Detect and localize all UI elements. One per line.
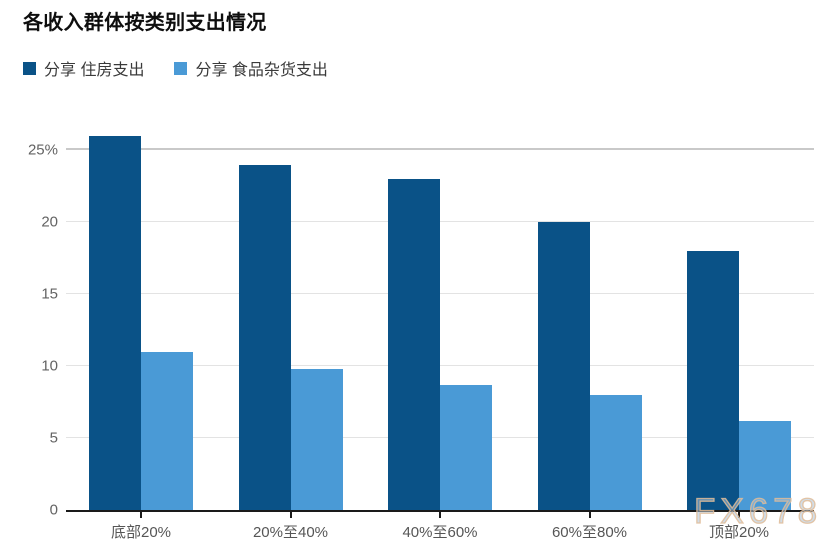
chart-title: 各收入群体按类别支出情况 — [23, 12, 267, 34]
x-axis-label: 60%至80% — [551, 524, 628, 541]
bar-s0-c1 — [238, 164, 291, 510]
y-axis-label: 20 — [41, 213, 58, 231]
x-axis-tick — [140, 512, 142, 518]
bar-s0-c0 — [89, 135, 141, 510]
gridline — [66, 221, 814, 223]
gridline — [66, 293, 814, 295]
x-axis-label: 20%至40% — [252, 524, 329, 541]
legend-label: 分享 住房支出 — [44, 62, 145, 79]
bar-s1-c1 — [290, 368, 343, 510]
x-axis-label: 底部20% — [110, 524, 172, 541]
x-axis-label: 40%至60% — [402, 524, 478, 541]
x-axis-tick — [588, 512, 591, 518]
plot-area — [66, 130, 814, 518]
legend-label: 分享 食品杂货支出 — [195, 62, 328, 79]
bar-s0-c4 — [687, 250, 739, 510]
y-axis-label: 25% — [27, 141, 58, 159]
legend-item-1: 分享 食品杂货支出 — [174, 56, 328, 80]
gridline — [66, 148, 814, 151]
bar-s0-c2 — [388, 178, 440, 510]
bar-s1-c2 — [440, 384, 492, 510]
watermark-fx678: FX678 — [693, 491, 823, 531]
bar-s1-c4 — [739, 420, 791, 510]
y-axis-label: 0 — [49, 501, 58, 519]
bar-s0-c3 — [537, 222, 590, 510]
x-axis-tick — [289, 512, 292, 518]
x-axis-tick — [738, 512, 740, 518]
legend-swatch-icon — [23, 61, 36, 75]
x-axis-label: 顶部20% — [708, 524, 770, 541]
y-axis-label: 15 — [41, 285, 58, 303]
legend-item-0: 分享 住房支出 — [23, 56, 144, 80]
legend: 分享 住房支出 分享 食品杂货支出 — [23, 56, 328, 80]
y-axis-label: 5 — [49, 429, 58, 447]
bar-s1-c3 — [589, 394, 642, 510]
x-axis-tick — [439, 512, 441, 518]
legend-swatch-icon — [174, 61, 188, 75]
gridline — [66, 365, 814, 367]
y-axis-label: 10 — [41, 357, 58, 375]
bar-s1-c0 — [141, 351, 193, 510]
